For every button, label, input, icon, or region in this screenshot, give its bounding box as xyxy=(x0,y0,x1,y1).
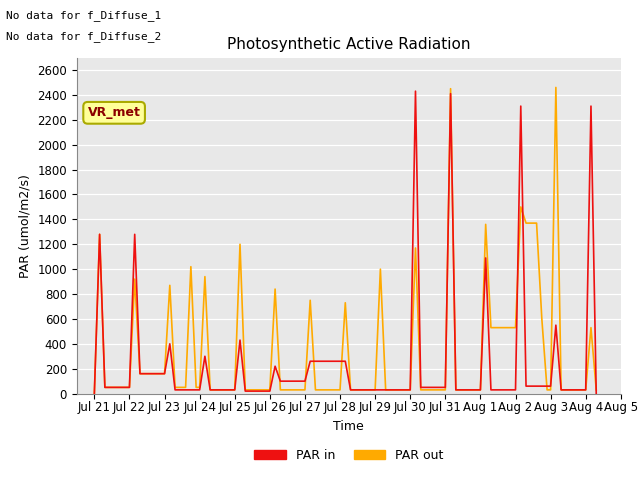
Title: Photosynthetic Active Radiation: Photosynthetic Active Radiation xyxy=(227,37,470,52)
Text: No data for f_Diffuse_1: No data for f_Diffuse_1 xyxy=(6,10,162,21)
Text: VR_met: VR_met xyxy=(88,107,141,120)
X-axis label: Time: Time xyxy=(333,420,364,433)
Text: No data for f_Diffuse_2: No data for f_Diffuse_2 xyxy=(6,31,162,42)
Legend: PAR in, PAR out: PAR in, PAR out xyxy=(250,444,448,467)
Y-axis label: PAR (umol/m2/s): PAR (umol/m2/s) xyxy=(19,174,32,277)
